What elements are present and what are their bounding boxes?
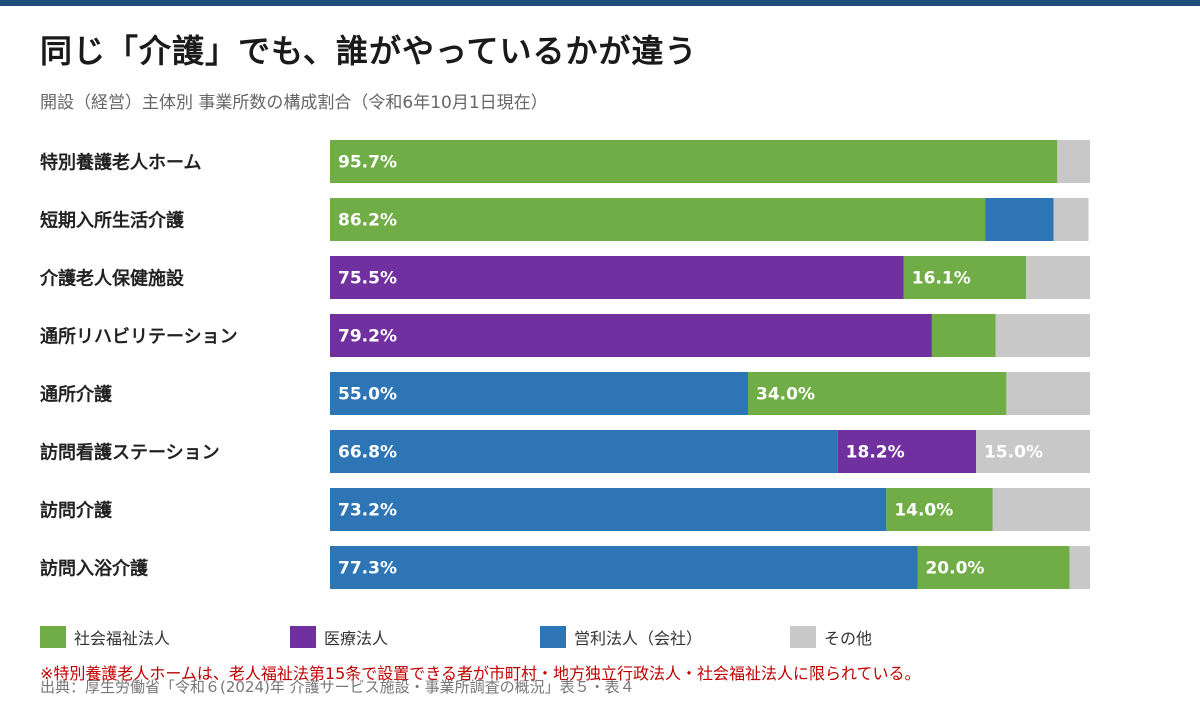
data-label: 18.2%	[846, 443, 905, 463]
bar-segment	[985, 198, 1054, 241]
chart-subtitle: 開設（経営）主体別 事業所数の構成割合（令和6年10月1日現在）	[40, 93, 548, 113]
category-label: 通所介護	[40, 384, 113, 406]
data-label: 79.2%	[338, 327, 397, 347]
bar-segment	[992, 488, 1090, 531]
bar-segment	[837, 430, 976, 473]
bar-segment	[330, 140, 1058, 183]
category-label: 介護老人保健施設	[39, 268, 185, 290]
data-label: 16.1%	[912, 269, 971, 289]
bar-segment	[903, 256, 1027, 299]
bar-segment	[976, 430, 1090, 473]
data-label: 20.0%	[925, 559, 984, 579]
legend-swatch	[540, 626, 566, 648]
bar-segment	[1026, 256, 1090, 299]
legend-swatch	[790, 626, 816, 648]
category-label: 特別養護老人ホーム	[40, 152, 201, 174]
bar-segment	[1053, 198, 1089, 241]
legend-label: 医療法人	[324, 629, 389, 648]
data-label: 86.2%	[338, 211, 397, 231]
bar-segment	[931, 314, 996, 357]
top-accent-bar	[0, 0, 1200, 6]
legend-item: 社会福祉法人	[40, 625, 170, 649]
legend: 社会福祉法人 医療法人 営利法人（会社） その他	[40, 625, 1200, 649]
data-label: 95.7%	[338, 153, 397, 173]
legend-label: 社会福祉法人	[74, 629, 171, 648]
footnote: ※特別養護老人ホームは、老人福祉法第15条で設置できる者が市町村・地方独立行政法…	[40, 664, 921, 683]
bar-segment	[330, 256, 904, 299]
category-label: 訪問介護	[40, 500, 113, 522]
legend-item: 医療法人	[290, 625, 388, 649]
data-label: 55.0%	[338, 385, 397, 405]
bar-segment	[330, 546, 918, 589]
bar-segment	[330, 198, 986, 241]
data-label: 34.0%	[756, 385, 815, 405]
legend-swatch	[40, 626, 66, 648]
bar-segment	[995, 314, 1090, 357]
bar-segment	[1069, 546, 1090, 589]
data-label: 66.8%	[338, 443, 397, 463]
data-label: 15.0%	[984, 443, 1043, 463]
data-label: 73.2%	[338, 501, 397, 521]
bar-segment	[917, 546, 1070, 589]
category-label: 通所リハビリテーション	[40, 327, 238, 348]
legend-label: その他	[824, 629, 873, 648]
bar-segment	[886, 488, 993, 531]
bar-segment	[748, 372, 1007, 415]
bar-segment	[330, 372, 748, 415]
legend-swatch	[290, 626, 316, 648]
data-label: 14.0%	[894, 501, 953, 521]
bar-segment	[1006, 372, 1090, 415]
bar-segment	[330, 488, 887, 531]
chart-title: 同じ「介護」でも、誰がやっているかが違う	[40, 32, 698, 70]
bar-segment	[330, 430, 838, 473]
stacked-bar-chart: 特別養護老人ホーム 95.7% 短期入所生活介護 86.2% 介護老人保健施設 75.5%…	[39, 140, 1090, 589]
data-label: 77.3%	[338, 559, 397, 579]
category-label: 訪問看護ステーション	[40, 442, 220, 464]
data-label: 75.5%	[338, 269, 397, 289]
bar-segment	[330, 314, 932, 357]
category-label: 訪問入浴介護	[40, 558, 149, 580]
legend-label: 営利法人（会社）	[574, 629, 703, 648]
bar-segment	[1057, 140, 1090, 183]
category-label: 短期入所生活介護	[40, 210, 185, 232]
source-text: 出典：厚生労働省「令和６(2024)年 介護サービス施設・事業所調査の概況」表５…	[40, 678, 635, 696]
legend-item: 営利法人（会社）	[540, 625, 702, 649]
legend-item: その他	[790, 625, 872, 649]
